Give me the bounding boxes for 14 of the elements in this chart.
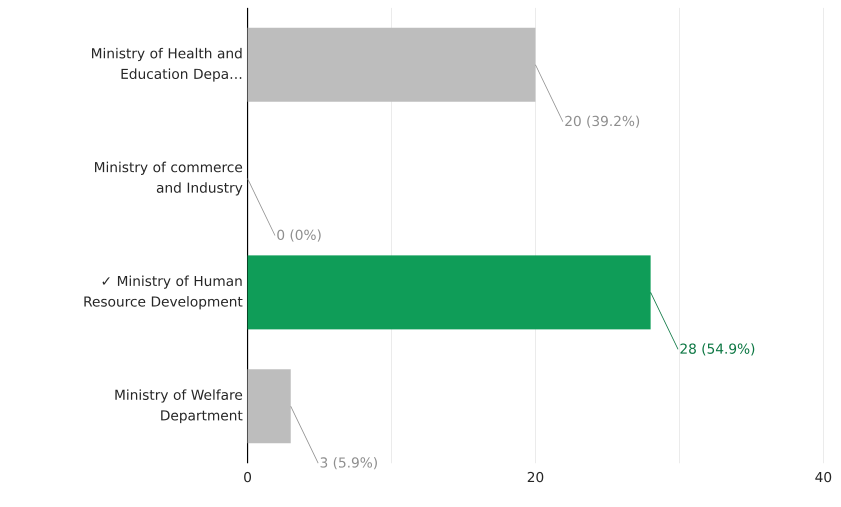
x-tick-label: 20	[528, 472, 544, 482]
bar	[248, 255, 651, 330]
y-tick-label: Ministry of commerce and Industry	[95, 162, 242, 196]
x-tick-label: 0	[244, 472, 252, 482]
bar	[248, 28, 536, 102]
data-label: 3 (5.9%)	[320, 456, 377, 470]
y-tick-label: Ministry of Health and Education Depa…	[92, 48, 242, 82]
y-tick-label: ✓ Ministry of Human Resource Development	[84, 275, 242, 310]
y-tick-label: Ministry of Welfare Department	[115, 389, 242, 424]
x-tick-label: 40	[815, 472, 832, 482]
data-label: 28 (54.9%)	[680, 343, 754, 356]
data-label: 0 (0%)	[277, 229, 321, 242]
data-label: 20 (39.2%)	[565, 115, 640, 128]
bar	[248, 369, 291, 444]
